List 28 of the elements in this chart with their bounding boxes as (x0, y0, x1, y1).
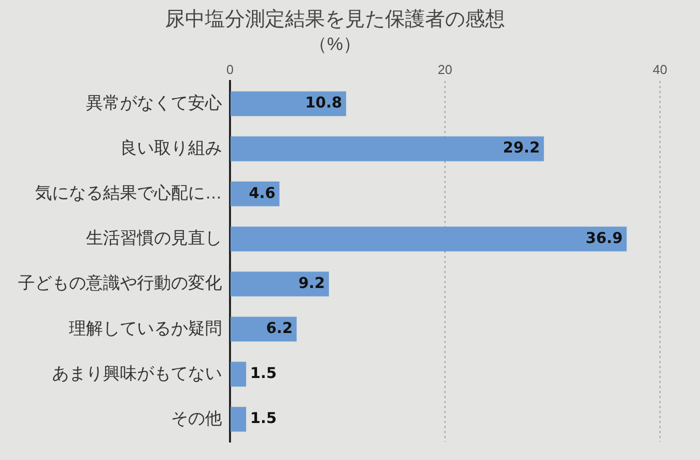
y-tick-label: 子どもの意識や行動の変化 (18, 274, 222, 293)
chart-title: 尿中塩分測定結果を見た保護者の感想 (165, 8, 505, 31)
x-tick-label: 20 (438, 62, 452, 77)
y-tick-label: 生活習慣の見直し (86, 228, 222, 248)
bar (230, 362, 246, 387)
bar (230, 316, 297, 342)
y-tick-label: あまり興味がもてない (52, 364, 222, 383)
bar (230, 226, 627, 252)
chart-subtitle: （%） (308, 34, 362, 54)
data-label: 29.2 (502, 138, 540, 157)
data-label: 36.9 (586, 228, 623, 247)
x-tick-label: 0 (226, 62, 234, 77)
bar (230, 136, 544, 162)
bar (230, 272, 329, 296)
y-tick-label: 気になる結果で心配に… (35, 184, 222, 203)
data-label: 1.5 (250, 409, 277, 428)
bar (230, 406, 246, 432)
data-label: 6.2 (266, 319, 293, 338)
y-tick-label: 良い取り組み (120, 138, 222, 158)
x-tick-label: 40 (652, 62, 668, 77)
data-label: 4.6 (248, 184, 276, 202)
data-label: 1.5 (250, 364, 277, 382)
data-label: 9.2 (298, 274, 325, 292)
y-tick-label: 異常がなくて安心 (86, 93, 222, 112)
y-tick-label: その他 (171, 408, 222, 428)
bar (230, 91, 346, 116)
data-label: 10.8 (305, 94, 342, 112)
y-tick-label: 理解しているか疑問 (69, 318, 222, 338)
